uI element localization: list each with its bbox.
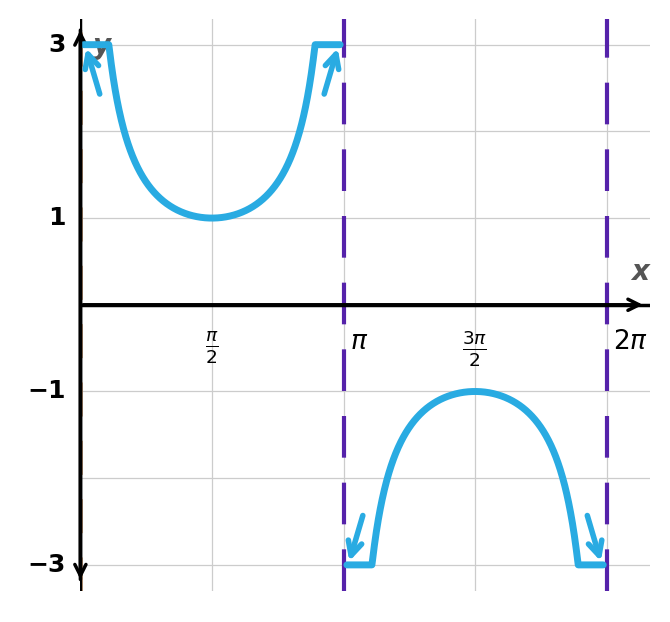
Text: $\pi$: $\pi$ [350,329,369,355]
Text: $2\pi$: $2\pi$ [613,329,649,355]
Text: $\mathbf{3}$: $\mathbf{3}$ [48,33,65,57]
Text: $\frac{\pi}{2}$: $\frac{\pi}{2}$ [205,329,219,366]
Text: $\mathbf{1}$: $\mathbf{1}$ [48,206,65,230]
Text: x: x [631,258,649,285]
Text: $\frac{3\pi}{2}$: $\frac{3\pi}{2}$ [462,329,488,369]
Text: $\mathbf{-1}$: $\mathbf{-1}$ [27,379,65,404]
Text: $\mathbf{-3}$: $\mathbf{-3}$ [27,553,65,577]
Text: y: y [93,32,111,60]
